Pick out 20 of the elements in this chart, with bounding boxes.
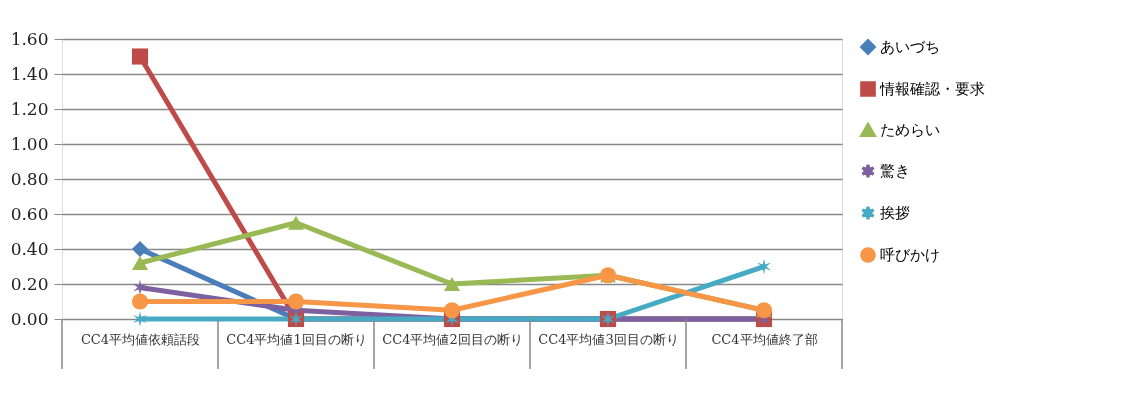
x-tick-label: CC4平均値3回目の断り xyxy=(538,331,679,347)
y-tick-label: 1.20 xyxy=(10,98,49,119)
legend-label: 呼びかけ xyxy=(880,246,940,264)
y-tick-label: 0.00 xyxy=(10,308,49,329)
legend-label: あいづち xyxy=(880,38,940,56)
legend-label: 驚き xyxy=(880,162,910,180)
y-tick-label: 0.40 xyxy=(10,238,49,259)
x-tick-label: CC4平均値依頼話段 xyxy=(80,331,201,347)
y-tick-label: 1.60 xyxy=(10,28,49,49)
y-tick-label: 1.40 xyxy=(10,63,49,84)
y-tick-label: 1.00 xyxy=(10,133,49,154)
y-tick-label: 0.20 xyxy=(10,273,49,294)
legend-label: 挨拶 xyxy=(880,204,910,222)
legend-label: 情報確認・要求 xyxy=(879,80,985,98)
legend-label: ためらい xyxy=(880,121,940,139)
x-tick-label: CC4平均値1回目の断り xyxy=(226,331,367,347)
y-tick-label: 0.60 xyxy=(10,203,49,224)
y-tick-label: 0.80 xyxy=(10,168,49,189)
x-tick-label: CC4平均値2回目の断り xyxy=(382,331,523,347)
x-tick-label: CC4平均値終了部 xyxy=(711,331,818,347)
